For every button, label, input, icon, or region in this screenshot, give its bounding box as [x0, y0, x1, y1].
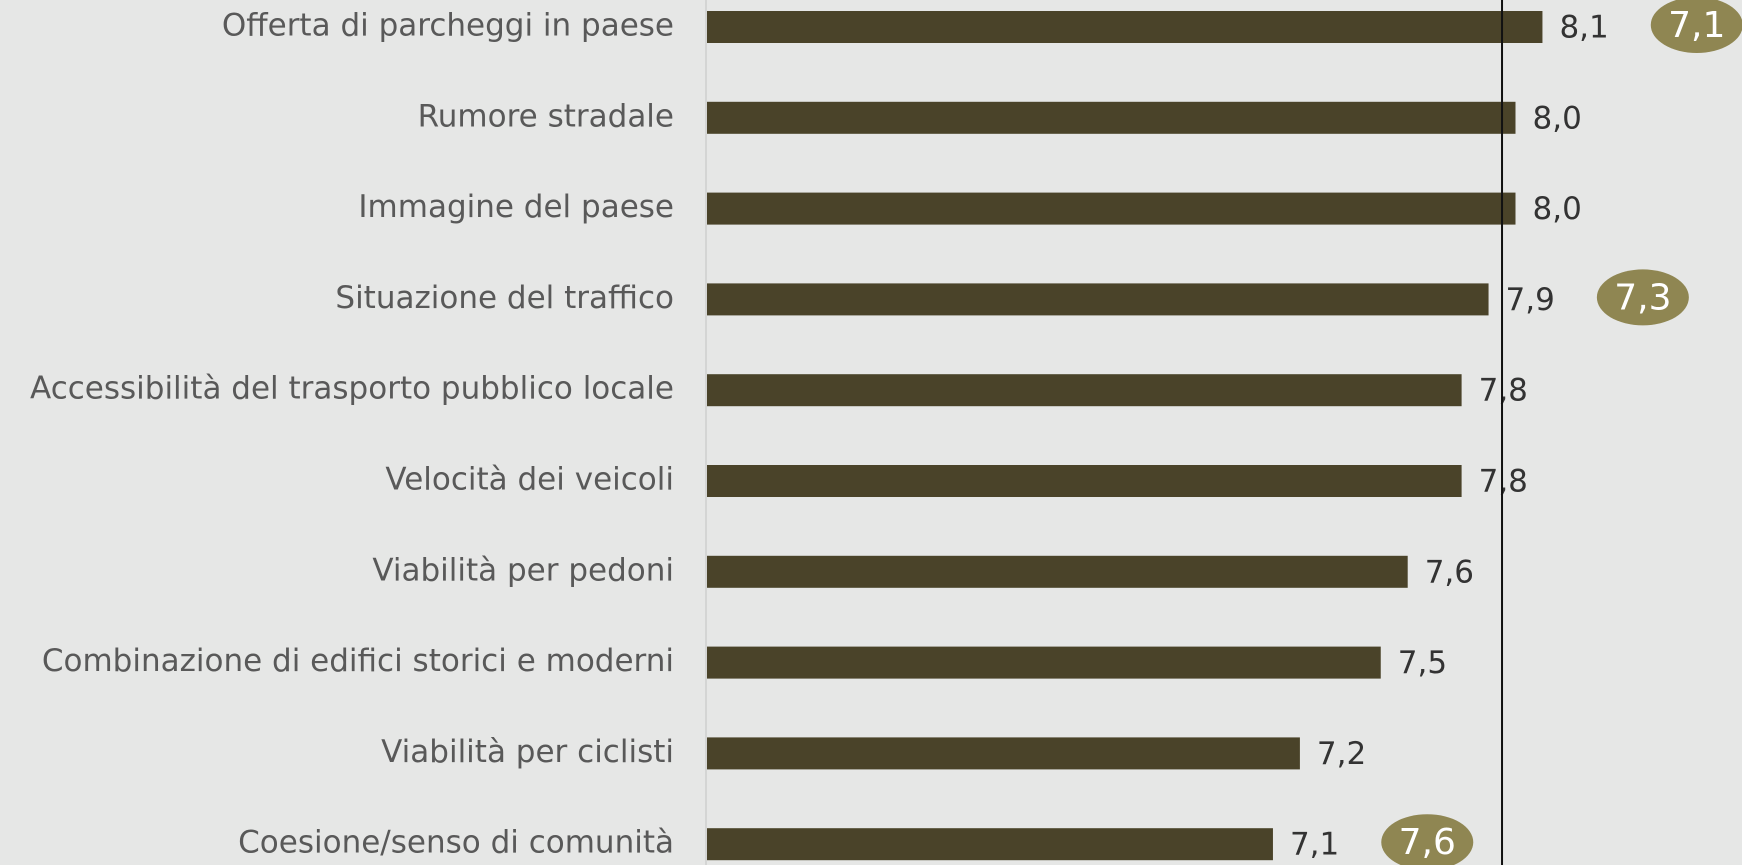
value-label: 7,5 — [1398, 645, 1447, 681]
bar — [707, 374, 1462, 407]
annotation-label: 7,6 — [1399, 822, 1456, 863]
category-label: Viabilità per pedoni — [372, 552, 674, 588]
category-label: Accessibilità del trasporto pubblico loc… — [30, 371, 674, 407]
value-label: 7,8 — [1479, 373, 1528, 409]
category-label: Immagine del paese — [358, 189, 674, 225]
bar — [707, 101, 1516, 134]
annotation-bubble — [1381, 814, 1474, 865]
annotation-bubble — [1596, 269, 1689, 326]
bar — [707, 192, 1516, 225]
bar — [707, 828, 1273, 861]
bar — [707, 465, 1462, 497]
category-label: Velocità dei veicoli — [385, 462, 674, 498]
category-label: Offerta di parcheggi in paese — [222, 8, 674, 44]
category-label: Viabilità per ciclisti — [381, 734, 674, 770]
category-label: Combinazione di edifici storici e modern… — [42, 643, 674, 679]
value-label: 7,6 — [1425, 554, 1474, 590]
annotation-label: 7,3 — [1614, 277, 1671, 318]
bar — [707, 646, 1381, 679]
value-label: 7,8 — [1479, 464, 1528, 500]
bar — [707, 737, 1300, 770]
category-label: Coesione/senso di comunità — [238, 825, 674, 861]
bar — [707, 283, 1489, 316]
category-label: Situazione del traffico — [335, 280, 674, 316]
bar — [707, 11, 1543, 43]
value-label: 7,2 — [1317, 736, 1366, 772]
value-label: 8,0 — [1533, 100, 1582, 136]
value-label: 7,9 — [1506, 282, 1555, 318]
value-label: 7,1 — [1290, 827, 1339, 863]
value-label: 8,0 — [1533, 191, 1582, 227]
value-label: 8,1 — [1559, 10, 1608, 46]
annotation-bubble — [1650, 0, 1742, 53]
bar — [707, 555, 1408, 588]
annotation-label: 7,1 — [1668, 5, 1725, 46]
category-label: Rumore stradale — [418, 98, 674, 134]
